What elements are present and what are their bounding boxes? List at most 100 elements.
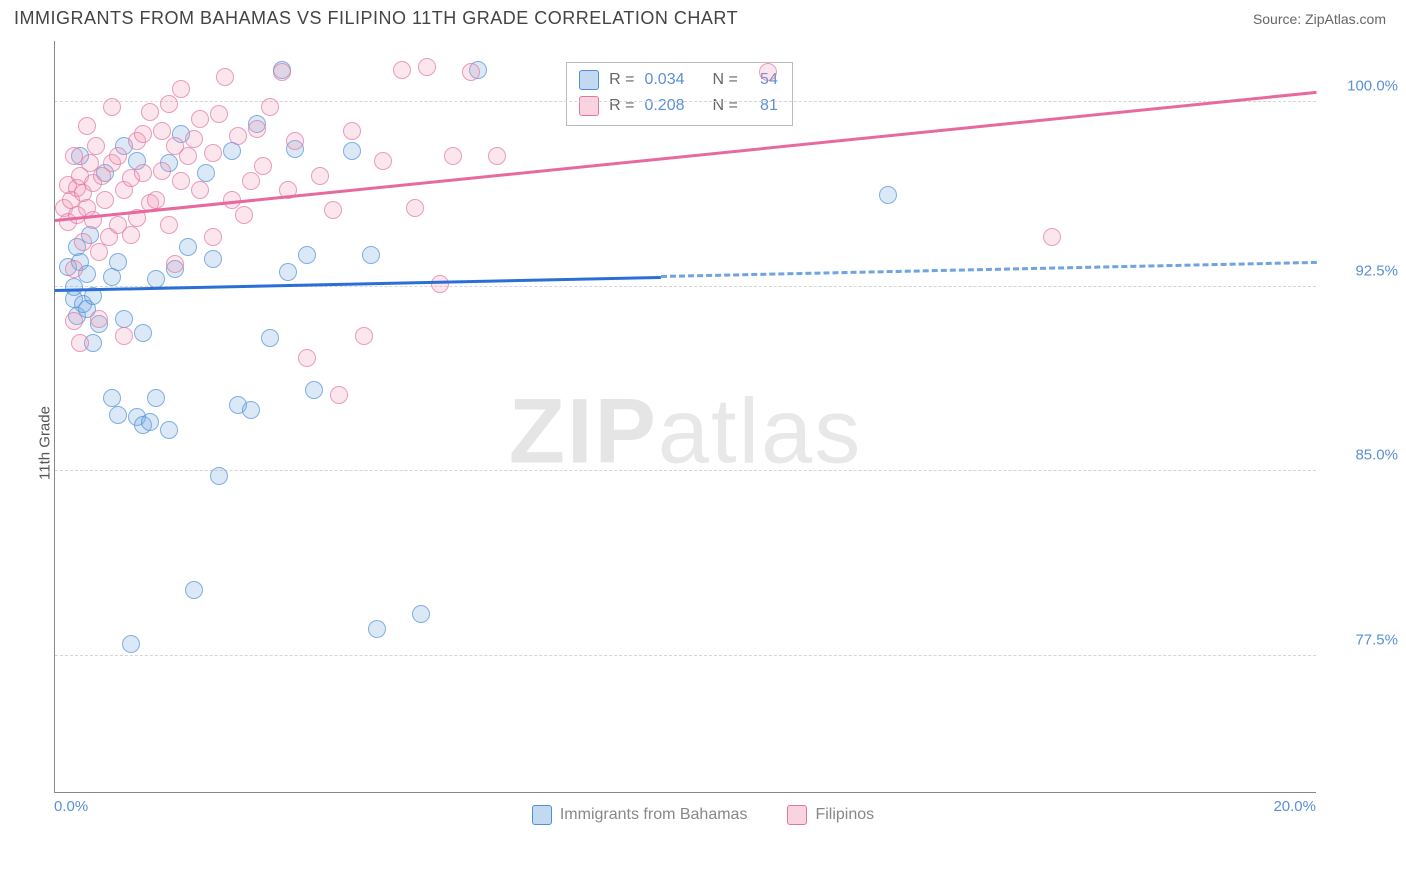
chart-title: IMMIGRANTS FROM BAHAMAS VS FILIPINO 11TH… [14, 8, 738, 29]
scatter-point [1043, 228, 1061, 246]
scatter-point [374, 152, 392, 170]
scatter-point [444, 147, 462, 165]
scatter-point [204, 250, 222, 268]
bottom-legend: Immigrants from Bahamas Filipinos [0, 805, 1406, 825]
gridline [55, 101, 1316, 102]
scatter-point [235, 206, 253, 224]
scatter-point [324, 201, 342, 219]
scatter-point [412, 605, 430, 623]
scatter-point [462, 63, 480, 81]
scatter-point [109, 147, 127, 165]
scatter-point [286, 132, 304, 150]
scatter-point [160, 421, 178, 439]
scatter-point [134, 324, 152, 342]
scatter-point [343, 122, 361, 140]
scatter-point [147, 270, 165, 288]
scatter-point [147, 191, 165, 209]
y-axis-label: 11th Grade [36, 406, 53, 480]
legend-corr-row: R =0.034N =54 [579, 67, 778, 93]
scatter-point [160, 95, 178, 113]
legend-swatch [787, 805, 807, 825]
watermark-rest: atlas [658, 380, 862, 482]
scatter-point [355, 327, 373, 345]
scatter-point [103, 98, 121, 116]
scatter-point [204, 228, 222, 246]
trend-line [55, 275, 661, 291]
legend-swatch [579, 70, 599, 90]
scatter-point [65, 260, 83, 278]
scatter-point [96, 191, 114, 209]
watermark: ZIPatlas [509, 379, 862, 484]
scatter-point [210, 105, 228, 123]
scatter-point [261, 329, 279, 347]
y-tick-label: 85.0% [1355, 447, 1398, 464]
scatter-point [160, 216, 178, 234]
scatter-point [166, 255, 184, 273]
scatter-point [109, 406, 127, 424]
scatter-point [179, 147, 197, 165]
scatter-point [197, 164, 215, 182]
plot-area: ZIPatlas R =0.034N =54R =0.208N =81 [54, 41, 1316, 793]
scatter-point [78, 117, 96, 135]
scatter-point [254, 157, 272, 175]
scatter-point [298, 246, 316, 264]
gridline [55, 655, 1316, 656]
plot-wrap: 11th Grade ZIPatlas R =0.034N =54R =0.20… [0, 33, 1406, 853]
scatter-point [298, 349, 316, 367]
legend-swatch [579, 96, 599, 116]
scatter-point [172, 172, 190, 190]
y-tick-label: 92.5% [1355, 262, 1398, 279]
scatter-point [134, 125, 152, 143]
scatter-point [242, 172, 260, 190]
scatter-point [273, 63, 291, 81]
scatter-point [141, 413, 159, 431]
bottom-legend-item: Immigrants from Bahamas [532, 805, 748, 825]
scatter-point [305, 381, 323, 399]
scatter-point [153, 162, 171, 180]
scatter-point [216, 68, 234, 86]
scatter-point [488, 147, 506, 165]
scatter-point [185, 130, 203, 148]
scatter-point [87, 137, 105, 155]
scatter-point [122, 635, 140, 653]
scatter-point [141, 103, 159, 121]
gridline [55, 470, 1316, 471]
scatter-point [210, 467, 228, 485]
watermark-bold: ZIP [509, 380, 658, 482]
legend-R-label: R = [609, 71, 634, 89]
scatter-point [122, 226, 140, 244]
scatter-point [185, 581, 203, 599]
scatter-point [759, 63, 777, 81]
scatter-point [279, 263, 297, 281]
scatter-point [179, 238, 197, 256]
scatter-point [115, 310, 133, 328]
scatter-point [406, 199, 424, 217]
scatter-point [343, 142, 361, 160]
scatter-point [393, 61, 411, 79]
legend-swatch [532, 805, 552, 825]
scatter-point [71, 334, 89, 352]
trend-line [661, 261, 1317, 278]
x-tick-label: 20.0% [1273, 798, 1316, 815]
scatter-point [134, 164, 152, 182]
bottom-legend-label: Filipinos [815, 806, 874, 824]
scatter-point [362, 246, 380, 264]
scatter-point [172, 80, 190, 98]
scatter-point [261, 98, 279, 116]
x-tick-label: 0.0% [54, 798, 88, 815]
scatter-point [109, 253, 127, 271]
y-tick-label: 77.5% [1355, 632, 1398, 649]
y-tick-label: 100.0% [1347, 77, 1398, 94]
legend-N-label: N = [713, 71, 738, 89]
scatter-point [103, 389, 121, 407]
scatter-point [90, 310, 108, 328]
scatter-point [879, 186, 897, 204]
scatter-point [191, 110, 209, 128]
scatter-point [153, 122, 171, 140]
scatter-point [311, 167, 329, 185]
scatter-point [204, 144, 222, 162]
scatter-point [418, 58, 436, 76]
scatter-point [248, 120, 266, 138]
chart-header: IMMIGRANTS FROM BAHAMAS VS FILIPINO 11TH… [0, 0, 1406, 33]
bottom-legend-label: Immigrants from Bahamas [560, 806, 748, 824]
